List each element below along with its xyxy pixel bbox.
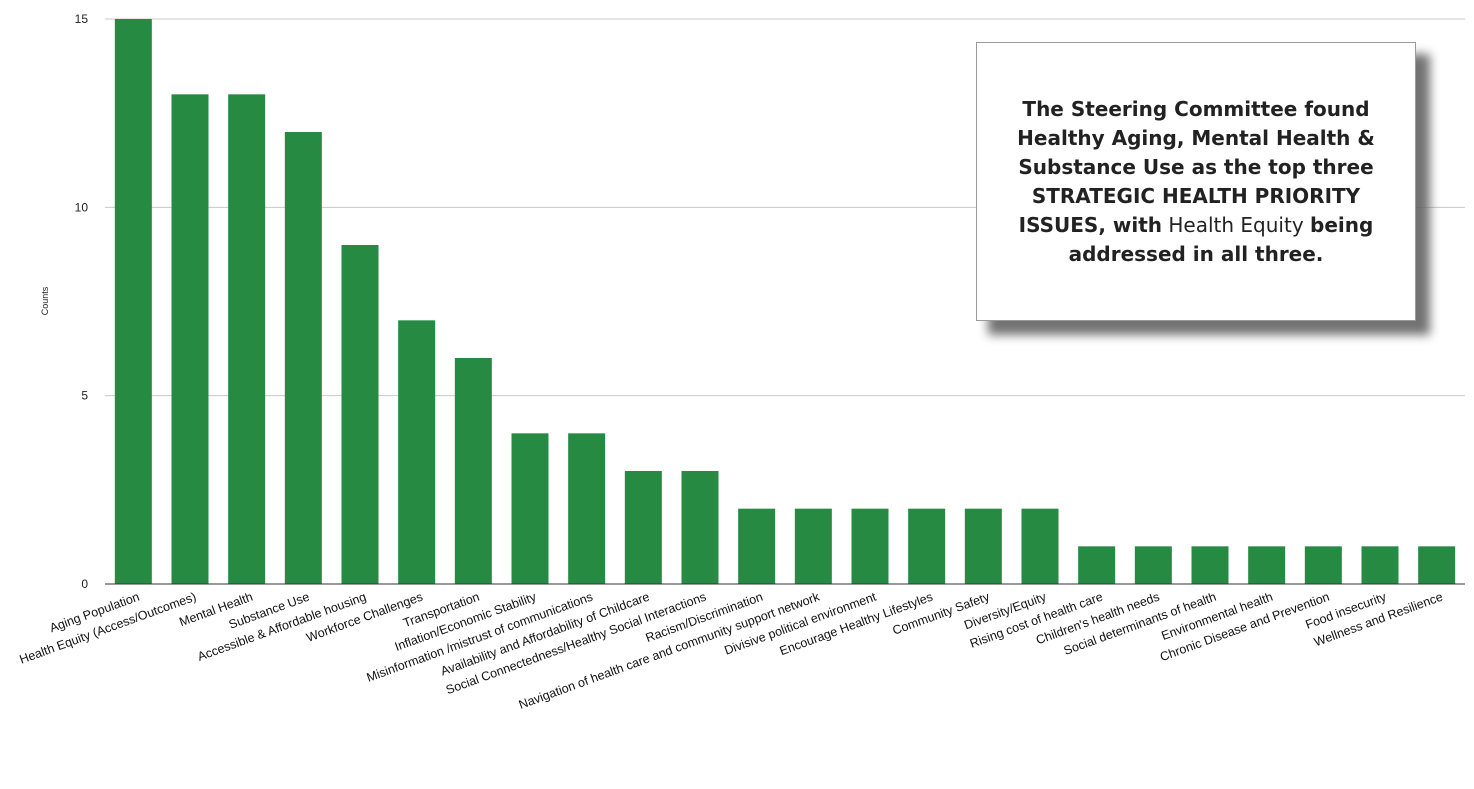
bar-20 bbox=[1191, 546, 1229, 584]
bar-11 bbox=[681, 471, 719, 584]
bar-14 bbox=[851, 508, 889, 584]
y-tick-label-15: 15 bbox=[75, 12, 89, 26]
y-tick-label-5: 5 bbox=[81, 389, 88, 403]
bar-19 bbox=[1134, 546, 1172, 584]
bar-16 bbox=[964, 508, 1002, 584]
bar-3 bbox=[228, 94, 266, 584]
callout-text: The Steering Committee found Healthy Agi… bbox=[1007, 95, 1385, 269]
callout-box: The Steering Committee found Healthy Agi… bbox=[976, 42, 1416, 321]
bar-24 bbox=[1418, 546, 1456, 584]
bar-22 bbox=[1304, 546, 1342, 584]
bar-13 bbox=[794, 508, 832, 584]
bars bbox=[114, 19, 1456, 584]
bar-4 bbox=[284, 132, 322, 584]
bar-8 bbox=[511, 433, 549, 584]
bar-1 bbox=[114, 19, 152, 584]
callout-text-part1: The Steering Committee found Healthy Agi… bbox=[1017, 96, 1375, 237]
bar-7 bbox=[454, 358, 492, 584]
bar-18 bbox=[1078, 546, 1116, 584]
y-axis-label: Counts bbox=[40, 286, 50, 315]
bar-12 bbox=[738, 508, 776, 584]
bar-21 bbox=[1248, 546, 1286, 584]
callout-text-part3: being addressed in all three. bbox=[1068, 212, 1374, 266]
y-tick-label-0: 0 bbox=[81, 577, 88, 591]
bar-15 bbox=[908, 508, 946, 584]
y-tick-label-10: 10 bbox=[75, 200, 89, 214]
bar-9 bbox=[568, 433, 606, 584]
bar-5 bbox=[341, 245, 379, 584]
bar-2 bbox=[171, 94, 209, 584]
bar-6 bbox=[398, 320, 436, 584]
callout-text-part2: Health Equity bbox=[1168, 212, 1304, 237]
bar-10 bbox=[624, 471, 662, 584]
bar-17 bbox=[1021, 508, 1059, 584]
y-axis-ticks: 0 5 10 15 bbox=[75, 12, 89, 591]
bar-23 bbox=[1361, 546, 1399, 584]
